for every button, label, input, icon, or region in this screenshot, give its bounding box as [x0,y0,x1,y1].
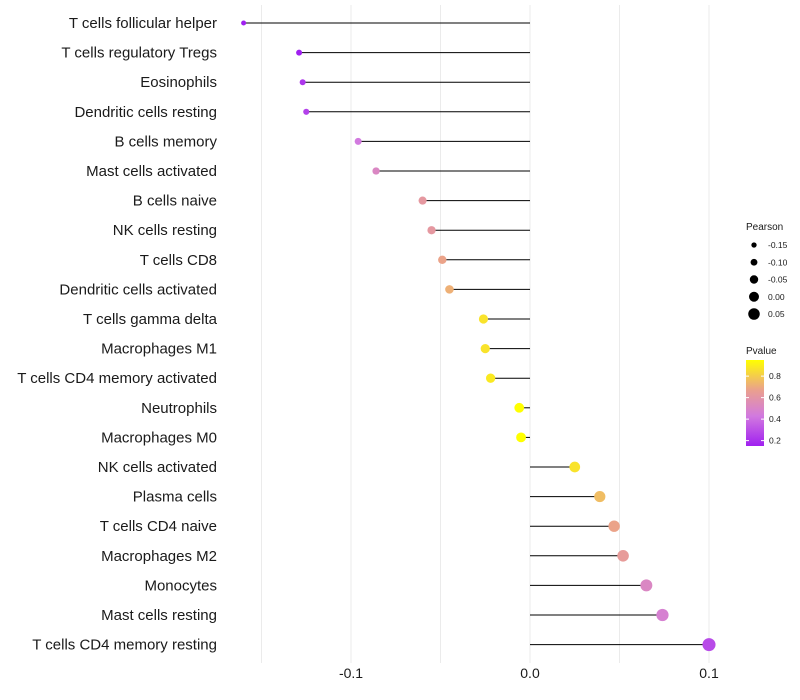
category-labels: T cells follicular helper T cells regulat… [17,15,217,654]
data-point [485,373,496,383]
category-label: B cells memory [114,133,217,150]
category-label: T cells CD8 [140,252,217,269]
color-legend-bar [746,360,764,446]
size-legend-key [750,258,758,266]
category-label: T cells CD4 naive [100,518,217,535]
size-legend-label: 0.05 [768,309,785,319]
stem-layer [243,22,709,646]
data-point [608,520,620,532]
data-point [296,49,303,56]
category-label: Dendritic cells resting [74,104,217,121]
category-label: T cells CD4 memory resting [32,637,217,654]
x-tick-labels: -0.1 0.0 0.1 [339,665,719,681]
category-label: Mast cells resting [101,607,217,624]
color-legend-label: 0.4 [769,414,781,424]
category-label: B cells naive [133,193,217,210]
data-point [427,226,436,235]
data-point [480,344,490,354]
category-label: NK cells resting [113,222,217,239]
category-label: T cells regulatory Tregs [61,45,217,62]
dot-layer [241,20,716,652]
x-tick-label: -0.1 [339,665,363,681]
category-label: Monocytes [144,577,217,594]
data-point [418,196,427,205]
category-label: Eosinophils [140,74,217,91]
size-legend-label: -0.15 [768,240,788,250]
data-point [241,20,247,26]
size-legend-label: 0.00 [768,292,785,302]
data-point [354,137,362,145]
category-label: Macrophages M0 [101,429,217,446]
size-legend: Pearson -0.15 -0.10 -0.05 0.00 0.05 [746,222,788,320]
category-label: Neutrophils [141,400,217,417]
data-point [569,461,581,473]
data-point [438,255,447,265]
data-point [514,402,525,413]
size-legend-label: -0.10 [768,257,788,267]
category-label: T cells gamma delta [83,311,218,328]
data-point [516,432,526,443]
color-legend-label: 0.2 [769,436,781,446]
size-legend-key [749,291,759,302]
data-point [640,579,653,592]
data-point [372,167,380,175]
size-legend-key [749,275,759,284]
color-legend-label: 0.6 [769,393,781,403]
data-point [303,108,310,115]
color-legend-label: 0.8 [769,371,781,381]
data-point [594,491,606,503]
category-label: Plasma cells [133,489,217,506]
data-point [445,285,454,294]
data-point [299,79,306,86]
size-legend-label: -0.05 [768,275,788,285]
data-point [702,638,716,652]
x-tick-label: 0.0 [520,665,540,681]
data-point [656,608,669,622]
size-legend-title: Pearson [746,222,783,233]
category-label: Mast cells activated [86,163,217,180]
category-label: Dendritic cells activated [59,281,217,298]
color-legend: Pvalue 0.2 0.4 0.6 0.8 [746,346,781,446]
grid-layer [261,5,710,663]
color-legend-title: Pvalue [746,346,777,357]
size-legend-key [748,308,760,320]
size-legend-key [751,242,757,248]
category-label: T cells CD4 memory activated [17,370,217,387]
category-label: Macrophages M1 [101,341,217,358]
data-point [617,550,629,562]
category-label: NK cells activated [98,459,217,476]
data-point [478,314,489,324]
category-label: Macrophages M2 [101,548,217,565]
x-tick-label: 0.1 [699,665,719,681]
category-label: T cells follicular helper [69,15,217,32]
